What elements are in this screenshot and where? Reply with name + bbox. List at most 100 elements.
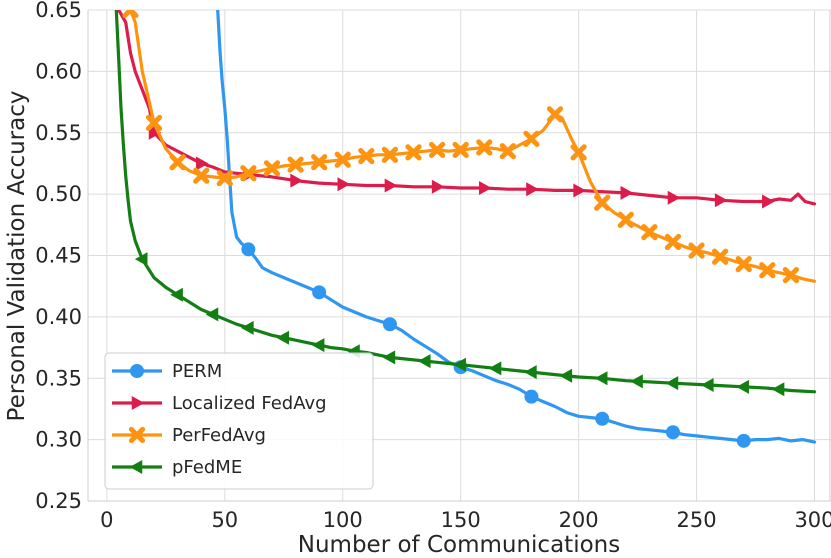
data-point-perfedavg [523, 130, 540, 147]
series-pfedme [114, 10, 817, 397]
legend-marker-perfedavg [128, 426, 146, 444]
y-tick-label: 0.35 [35, 366, 82, 390]
data-point-perfedavg [759, 262, 776, 279]
data-point-perm [665, 425, 680, 440]
x-tick-label: 50 [211, 508, 238, 532]
marker-stroke [476, 139, 493, 156]
marker-stroke [570, 144, 587, 161]
data-point-localized-fedavg [337, 177, 351, 192]
data-point-perfedavg [499, 143, 516, 160]
data-point-perfedavg [735, 255, 752, 273]
data-point-pfedme [170, 287, 183, 302]
legend-marker-pfedme [129, 460, 143, 474]
data-point-pfedme [630, 374, 643, 389]
legend-box [104, 352, 374, 490]
marker-stroke [263, 160, 281, 177]
data-point-perfedavg [169, 154, 186, 171]
data-point-pfedme [594, 371, 608, 386]
data-point-perfedavg [287, 156, 304, 173]
data-point-pfedme [417, 354, 431, 369]
data-point-localized-fedavg [290, 173, 303, 188]
x-tick-label: 100 [323, 508, 363, 532]
data-point-perfedavg [594, 194, 611, 211]
data-point-pfedme [736, 379, 749, 394]
series-line-perm [216, 10, 817, 444]
marker-stroke [311, 154, 328, 171]
marker-stroke [145, 114, 163, 132]
data-point-localized-fedavg [667, 190, 681, 205]
marker-stroke [523, 130, 540, 147]
marker-stroke [128, 426, 146, 444]
data-point-pfedme [771, 382, 785, 397]
data-point-perfedavg [641, 224, 658, 241]
marker-stroke [688, 242, 705, 259]
data-point-localized-fedavg [384, 178, 398, 193]
marker-stroke [122, 10, 134, 19]
legend-label: Localized FedAvg [172, 393, 327, 414]
data-point-perfedavg [358, 147, 375, 165]
y-tick-labels: 0.25 0.30 0.35 0.40 0.45 0.50 0.55 0.60 0.65 [35, 0, 82, 513]
data-point-pfedme [382, 350, 396, 365]
marker-stroke [594, 194, 611, 211]
data-point-pfedme [276, 330, 290, 345]
marker-stroke [617, 211, 634, 229]
x-tick-label: 200 [559, 508, 599, 532]
marker-stroke [712, 248, 729, 265]
data-point-perfedavg [311, 154, 328, 171]
series-perfedavg [122, 10, 817, 284]
data-point-perfedavg [145, 114, 163, 132]
y-axis-label: Personal Validation Accuracy [4, 91, 30, 422]
data-point-perfedavg [712, 248, 729, 265]
y-tick-label: 0.50 [35, 182, 82, 206]
marker-stroke [240, 165, 257, 182]
legend-marker-perm [130, 364, 144, 378]
data-point-pfedme [205, 307, 219, 322]
data-point-perfedavg [216, 170, 233, 187]
data-point-perfedavg [122, 10, 139, 19]
y-tick-label: 0.60 [35, 59, 82, 83]
y-tick-label: 0.25 [35, 489, 82, 513]
marker-stroke [735, 255, 752, 273]
data-point-perfedavg [405, 144, 422, 161]
marker-stroke [358, 147, 375, 165]
data-point-perm [312, 285, 327, 300]
data-point-localized-fedavg [431, 179, 445, 194]
data-point-perfedavg [570, 144, 587, 161]
x-tick-label: 150 [441, 508, 481, 532]
y-tick-label: 0.40 [35, 305, 82, 329]
y-tick-label: 0.55 [35, 121, 82, 145]
y-tick-label: 0.30 [35, 428, 82, 452]
marker-stroke [759, 262, 776, 279]
x-tick-label: 300 [794, 508, 831, 532]
legend-entry-pfedme: pFedME [112, 457, 242, 478]
data-point-perfedavg [452, 141, 469, 159]
data-point-perfedavg [240, 165, 257, 182]
data-point-localized-fedavg [573, 183, 586, 198]
data-point-pfedme [700, 378, 714, 393]
x-axis-label: Number of Communications [298, 532, 620, 558]
data-point-localized-fedavg [762, 194, 775, 209]
data-point-perm [595, 411, 610, 426]
data-point-perfedavg [381, 146, 399, 163]
data-point-localized-fedavg [479, 180, 492, 195]
data-point-pfedme [311, 338, 325, 353]
x-tick-labels: 0 50 100 150 200 250 300 [100, 508, 831, 532]
data-point-perfedavg [428, 141, 446, 159]
series-layer [114, 10, 817, 448]
marker-stroke [641, 224, 658, 241]
data-point-pfedme [453, 357, 466, 372]
marker-stroke [546, 106, 564, 123]
data-point-pfedme [134, 252, 148, 267]
data-point-perm [524, 389, 539, 404]
legend-label: PERM [172, 361, 222, 382]
marker-stroke [405, 144, 422, 161]
data-point-perfedavg [688, 242, 705, 259]
data-point-pfedme [241, 320, 254, 335]
data-point-localized-fedavg [714, 193, 728, 208]
marker-stroke [782, 267, 800, 284]
legend-entry-localized-fedavg: Localized FedAvg [112, 393, 327, 414]
marker-stroke [428, 141, 446, 159]
x-tick-label: 250 [677, 508, 717, 532]
data-point-localized-fedavg [620, 185, 634, 200]
